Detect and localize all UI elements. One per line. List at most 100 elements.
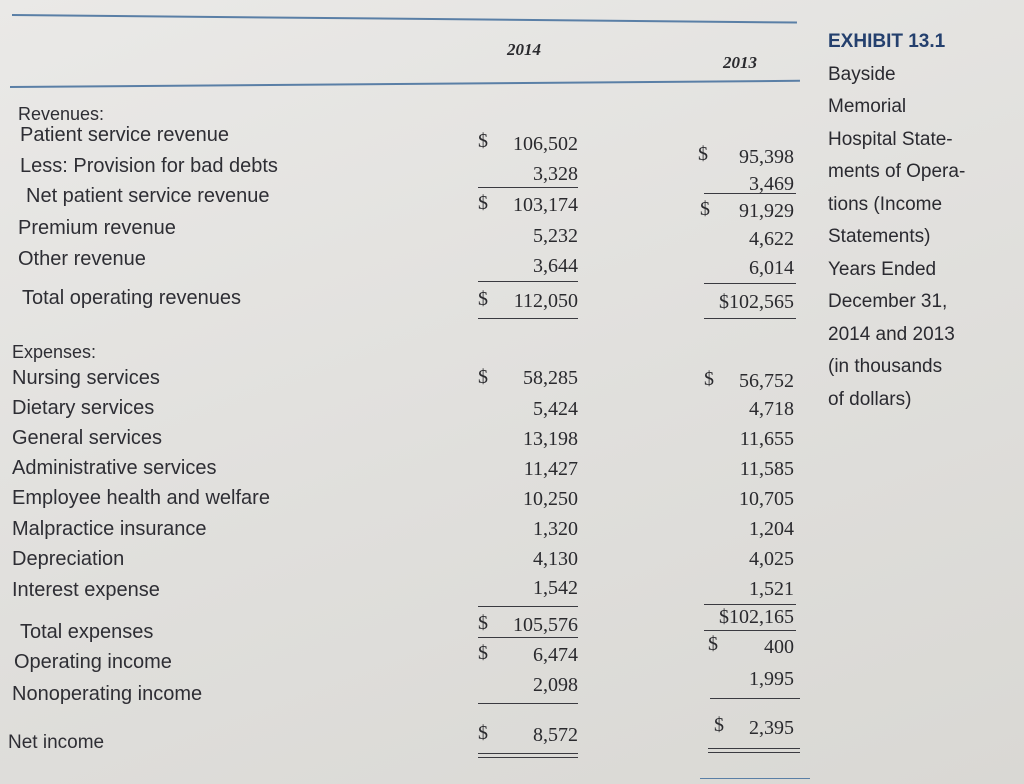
dollar-sign: $ [478,722,488,744]
column-header-2013: 2013 [723,53,757,72]
employee-health-welfare-2014: 10,250 [523,488,578,510]
total-operating-revenues-2014: 112,050 [513,290,578,312]
exhibit-line: December 31, [828,291,948,312]
patient-service-revenue-label: Patient service revenue [20,124,230,146]
bottom-rule [700,778,810,779]
administrative-services-label: Administrative services [12,457,217,479]
dollar-sign: $ [478,130,488,152]
patient-service-revenue-2014: 106,502 [513,133,578,155]
revenues-heading: Revenues: [18,104,105,124]
dollar-sign: $ [478,642,488,664]
dollar-sign: $ [714,714,724,736]
subtotal-underline [704,283,796,284]
provision-bad-debts-label: Less: Provision for bad debts [20,155,278,177]
nursing-services-label: Nursing services [12,367,160,389]
general-services-label: General services [12,427,163,449]
malpractice-insurance-label: Malpractice insurance [12,518,207,540]
exhibit-title: EXHIBIT 13.1 [828,31,946,52]
administrative-services-2013: 11,585 [739,458,794,480]
dollar-sign: $ [478,192,488,214]
total-expenses-2013: $102,165 [719,606,794,628]
interest-expense-2014: 1,542 [533,577,578,599]
provision-bad-debts-2014: 3,328 [533,163,578,185]
dollar-sign: $ [478,288,488,310]
exhibit-line: Years Ended [828,258,937,280]
other-revenue-2013: 6,014 [749,257,794,279]
header-rule [9,79,800,88]
dietary-services-label: Dietary services [12,397,155,419]
dollar-sign: $ [700,198,710,220]
dollar-sign: $ [704,368,714,390]
total-operating-revenues-2013: $102,565 [719,291,794,313]
exhibit-caption: EXHIBIT 13.1 Bayside Memorial Hospital S… [828,26,1018,416]
subtotal-underline [704,193,796,194]
dollar-sign: $ [478,366,488,388]
exhibit-line: of dollars) [828,388,912,410]
column-header-2014: 2014 [507,40,541,59]
employee-health-welfare-2013: 10,705 [739,488,794,510]
operating-income-label: Operating income [14,651,172,673]
total-underline [704,318,796,319]
double-underline [478,757,578,758]
exhibit-line: Bayside [828,63,896,85]
dollar-sign: $ [698,143,708,165]
net-income-2013: 2,395 [749,717,794,739]
net-income-2014: 8,572 [533,724,578,746]
provision-bad-debts-2013: 3,469 [749,173,794,195]
dietary-services-2013: 4,718 [749,398,794,420]
net-patient-service-revenue-label: Net patient service revenue [26,185,270,207]
subtotal-underline [710,698,800,699]
administrative-services-2014: 11,427 [523,458,578,480]
total-expenses-2014: 105,576 [513,614,578,636]
exhibit-line: 2014 and 2013 [828,323,955,345]
net-patient-service-revenue-2014: 103,174 [513,194,578,216]
dietary-services-2014: 5,424 [533,398,578,420]
interest-expense-2013: 1,521 [749,578,794,600]
total-expenses-label: Total expenses [20,621,154,643]
total-operating-revenues-label: Total operating revenues [22,287,242,309]
other-revenue-2014: 3,644 [533,255,578,277]
double-underline [708,748,800,749]
general-services-2014: 13,198 [523,428,578,450]
exhibit-line: ments of Opera- [828,161,966,182]
expenses-heading: Expenses: [12,342,97,362]
exhibit-line: Statements) [828,226,931,247]
top-rule [11,14,797,24]
net-patient-service-revenue-2013: 91,929 [739,200,794,222]
total-underline [478,318,578,319]
exhibit-line: (in thousands [828,356,943,377]
premium-revenue-2014: 5,232 [533,225,578,247]
subtotal-underline [478,703,578,704]
depreciation-label: Depreciation [12,548,125,570]
double-underline [478,753,578,754]
premium-revenue-2013: 4,622 [749,228,794,250]
subtotal-underline [478,637,578,638]
nursing-services-2013: 56,752 [739,370,794,392]
depreciation-2013: 4,025 [749,548,794,570]
interest-expense-label: Interest expense [12,579,160,601]
malpractice-insurance-2014: 1,320 [533,518,578,540]
subtotal-underline [478,606,578,607]
subtotal-underline [704,604,796,605]
employee-health-welfare-label: Employee health and welfare [12,487,270,509]
other-revenue-label: Other revenue [18,248,146,270]
subtotal-underline [478,187,578,188]
exhibit-line: Memorial [828,96,907,117]
operating-income-2013: 400 [764,636,794,658]
nonoperating-income-2013: 1,995 [749,668,794,690]
premium-revenue-label: Premium revenue [18,217,176,239]
nursing-services-2014: 58,285 [523,367,578,389]
double-underline [708,752,800,753]
malpractice-insurance-2013: 1,204 [749,518,794,540]
subtotal-underline [704,630,796,631]
depreciation-2014: 4,130 [533,548,578,570]
net-income-label: Net income [8,732,105,753]
exhibit-line: Hospital State- [828,128,953,150]
operating-income-2014: 6,474 [533,644,578,666]
nonoperating-income-2014: 2,098 [533,674,578,696]
exhibit-line: tions (Income [828,193,943,215]
nonoperating-income-label: Nonoperating income [12,683,203,705]
general-services-2013: 11,655 [739,428,794,450]
dollar-sign: $ [478,612,488,634]
patient-service-revenue-2013: 95,398 [739,146,794,168]
